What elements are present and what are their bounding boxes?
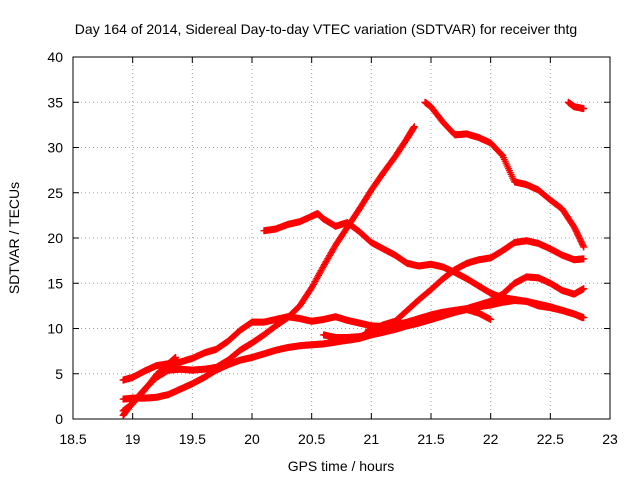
series-track-6 [421, 98, 588, 251]
x-tick-label: 23 [602, 431, 618, 447]
y-tick-label: 0 [55, 411, 63, 427]
y-tick-label: 40 [47, 49, 63, 65]
series-track-9 [320, 273, 588, 342]
x-axis-ticks: 18.5 19 19.5 20 20.5 21 21.5 22 22.5 23 [59, 57, 618, 447]
y-tick-label: 25 [47, 185, 63, 201]
data-point [580, 243, 588, 251]
y-tick-label: 10 [47, 321, 63, 337]
x-tick-label: 22 [483, 431, 499, 447]
x-axis-label: GPS time / hours [288, 458, 395, 474]
y-tick-label: 20 [47, 230, 63, 246]
series-track-7 [564, 98, 588, 113]
data-point [172, 353, 180, 361]
y-tick-label: 35 [47, 94, 63, 110]
x-tick-label: 19 [125, 431, 141, 447]
y-axis-label: SDTVAR / TECUs [6, 182, 22, 294]
data-point [580, 105, 588, 113]
data-point [410, 123, 418, 131]
x-tick-label: 18.5 [59, 431, 86, 447]
y-tick-label: 5 [55, 366, 63, 382]
data-point [580, 255, 588, 263]
chart-title: Day 164 of 2014, Sidereal Day-to-day VTE… [75, 21, 577, 37]
y-tick-label: 30 [47, 140, 63, 156]
y-axis-ticks: 0 5 10 15 20 25 30 35 40 [47, 49, 610, 427]
series-track-2 [119, 123, 418, 419]
x-tick-label: 20 [244, 431, 260, 447]
data-point [580, 285, 588, 293]
x-tick-label: 19.5 [179, 431, 206, 447]
x-tick-label: 21.5 [417, 431, 444, 447]
data-layer [119, 98, 588, 419]
y-tick-label: 15 [47, 275, 63, 291]
series-track-3 [119, 353, 180, 415]
data-point [579, 242, 587, 250]
x-tick-label: 22.5 [537, 431, 564, 447]
series-track-5 [260, 210, 588, 322]
x-tick-label: 20.5 [298, 431, 325, 447]
data-point [580, 314, 588, 322]
x-tick-label: 21 [364, 431, 380, 447]
data-point [487, 315, 495, 323]
